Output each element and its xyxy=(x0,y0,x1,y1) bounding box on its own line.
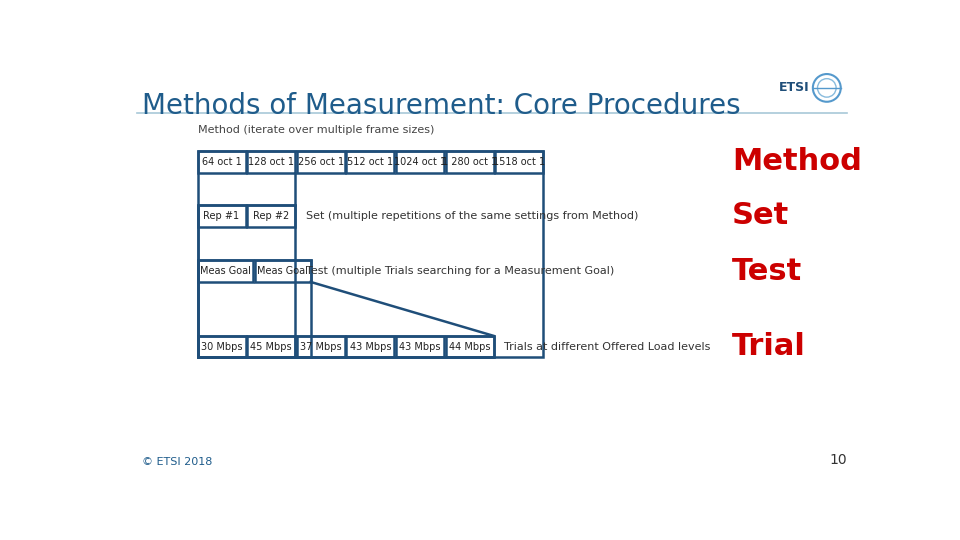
Text: Trials at different Offered Load levels: Trials at different Offered Load levels xyxy=(504,342,710,352)
Text: © ETSI 2018: © ETSI 2018 xyxy=(142,457,212,467)
Text: 64 oct 1: 64 oct 1 xyxy=(202,157,241,167)
Text: Set (multiple repetitions of the same settings from Method): Set (multiple repetitions of the same se… xyxy=(306,211,638,221)
Text: 512 oct 1: 512 oct 1 xyxy=(348,157,394,167)
Text: 43 Mbps: 43 Mbps xyxy=(349,342,391,352)
Bar xyxy=(495,151,543,173)
Text: 1024 oct 1: 1024 oct 1 xyxy=(394,157,446,167)
Bar xyxy=(247,336,295,357)
Text: 10: 10 xyxy=(829,453,847,467)
Text: Meas Goal: Meas Goal xyxy=(257,266,308,276)
Text: Meas Goal: Meas Goal xyxy=(200,266,251,276)
Bar xyxy=(198,260,253,282)
Bar xyxy=(198,336,493,357)
Text: Test (multiple Trials searching for a Measurement Goal): Test (multiple Trials searching for a Me… xyxy=(306,266,614,276)
Bar xyxy=(254,260,311,282)
Text: 45 Mbps: 45 Mbps xyxy=(251,342,292,352)
Bar xyxy=(297,336,345,357)
Bar xyxy=(198,205,246,226)
Text: 30 Mbps: 30 Mbps xyxy=(201,342,242,352)
Text: 43 Mbps: 43 Mbps xyxy=(399,342,441,352)
Text: Test: Test xyxy=(732,256,803,286)
Text: ETSI: ETSI xyxy=(780,82,809,94)
Bar xyxy=(198,151,246,173)
Text: 37 Mbps: 37 Mbps xyxy=(300,342,342,352)
Bar xyxy=(198,260,311,357)
Bar xyxy=(396,336,444,357)
Text: 128 oct 1: 128 oct 1 xyxy=(248,157,294,167)
Bar xyxy=(396,151,444,173)
Bar xyxy=(247,151,295,173)
Bar xyxy=(445,151,493,173)
Bar xyxy=(198,205,295,357)
Text: Methods of Measurement: Core Procedures: Methods of Measurement: Core Procedures xyxy=(142,92,740,120)
Text: Method: Method xyxy=(732,147,862,177)
Text: 256 oct 1: 256 oct 1 xyxy=(298,157,344,167)
Bar xyxy=(347,336,395,357)
Bar xyxy=(247,205,295,226)
Bar xyxy=(198,151,543,357)
Text: Trial: Trial xyxy=(732,332,806,361)
Text: Rep #2: Rep #2 xyxy=(253,211,289,221)
Text: 1518 oct 1: 1518 oct 1 xyxy=(493,157,545,167)
Bar xyxy=(297,151,345,173)
Text: Set: Set xyxy=(732,201,789,230)
Text: Method (iterate over multiple frame sizes): Method (iterate over multiple frame size… xyxy=(198,125,434,135)
Text: 44 Mbps: 44 Mbps xyxy=(448,342,491,352)
Text: Rep #1: Rep #1 xyxy=(204,211,240,221)
Bar xyxy=(347,151,395,173)
Bar xyxy=(445,336,493,357)
Bar xyxy=(198,336,246,357)
Text: 1 280 oct 1: 1 280 oct 1 xyxy=(442,157,497,167)
